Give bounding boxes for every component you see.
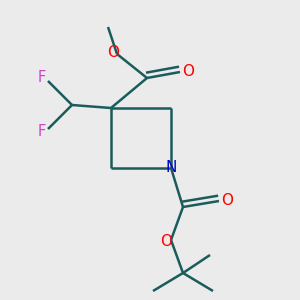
Text: N: N — [165, 160, 177, 175]
Text: O: O — [107, 45, 119, 60]
Text: F: F — [37, 124, 46, 140]
Text: O: O — [221, 194, 233, 208]
Text: O: O — [160, 234, 172, 249]
Text: F: F — [37, 70, 46, 86]
Text: O: O — [182, 64, 194, 80]
